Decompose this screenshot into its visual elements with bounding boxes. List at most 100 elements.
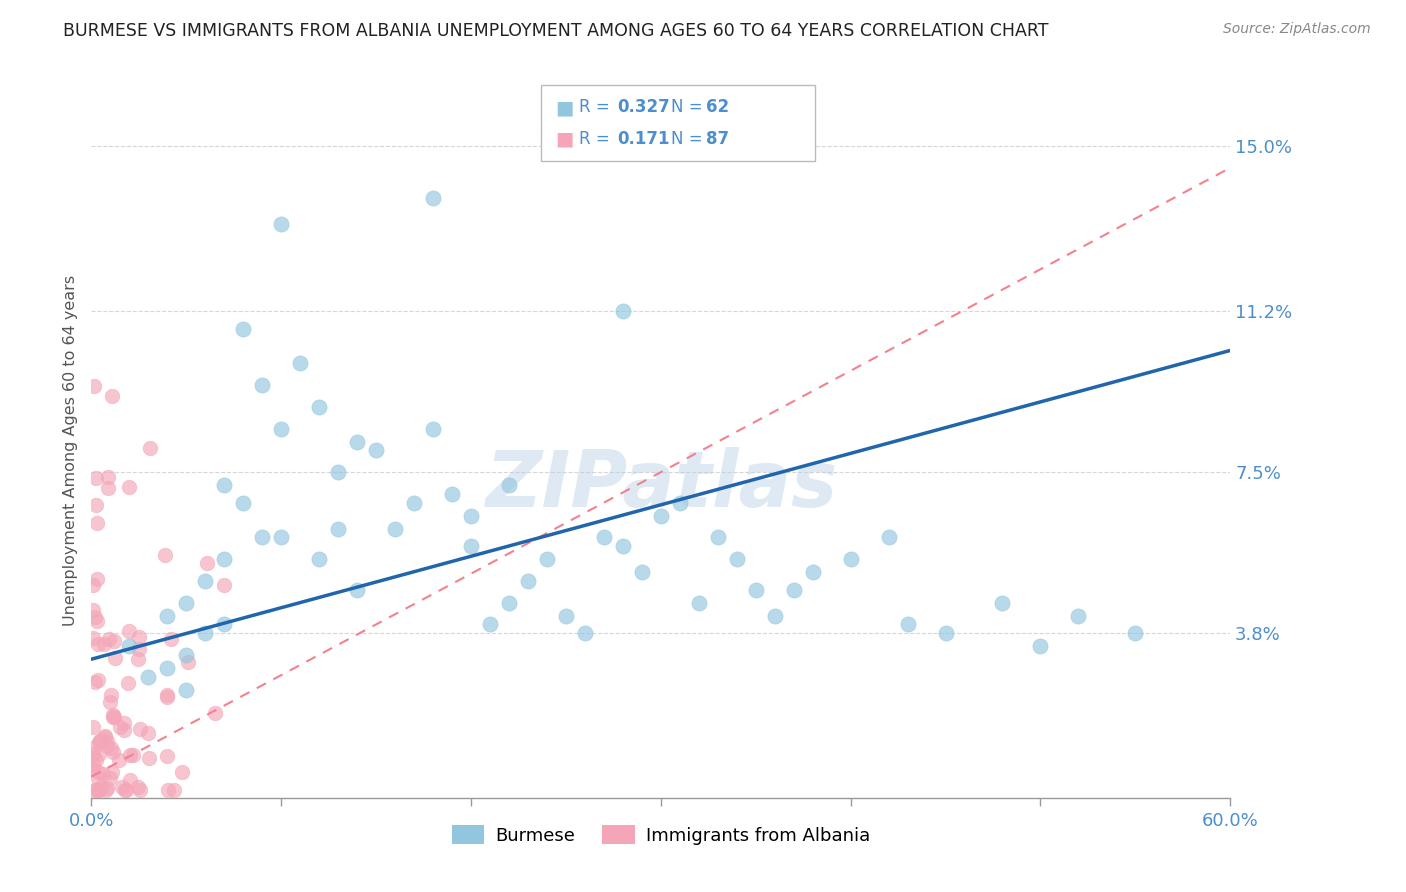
Point [195, 556, 218, 570]
Point [100, 771, 122, 785]
Point [153, 548, 176, 562]
Point [96, 734, 118, 748]
Point [138, 750, 160, 764]
Point [98, 696, 121, 710]
Point [346, 582, 368, 597]
Point [763, 608, 786, 623]
Point [554, 608, 576, 623]
Point [104, 650, 127, 665]
Point [155, 690, 177, 705]
Point [118, 624, 141, 639]
Point [108, 720, 131, 734]
Point [82, 603, 104, 617]
Point [84, 782, 107, 797]
Point [346, 434, 368, 449]
Point [174, 648, 197, 662]
Point [174, 682, 197, 697]
Point [82, 720, 104, 734]
Point [101, 389, 124, 403]
Point [308, 400, 330, 414]
Point [84, 470, 107, 484]
Point [384, 522, 406, 536]
Point [82, 631, 104, 645]
Point [127, 652, 149, 666]
Text: ZIPatlas: ZIPatlas [485, 447, 837, 524]
Point [270, 422, 292, 436]
Point [138, 725, 160, 739]
Point [897, 617, 920, 632]
Point [94, 782, 117, 797]
Point [128, 642, 150, 657]
Point [877, 530, 900, 544]
Point [90, 732, 112, 747]
Point [87, 771, 110, 785]
Point [97, 481, 120, 495]
Point [441, 487, 464, 501]
Point [84, 753, 107, 767]
Text: ■: ■ [555, 98, 574, 117]
Point [156, 748, 179, 763]
Point [194, 626, 217, 640]
Point [934, 626, 956, 640]
Point [214, 578, 236, 592]
Point [163, 782, 186, 797]
Point [517, 574, 540, 588]
Point [118, 773, 141, 788]
Text: R =: R = [579, 130, 620, 148]
Point [86, 614, 108, 628]
Point [128, 782, 150, 797]
Point [650, 508, 672, 523]
Point [101, 745, 124, 759]
Text: N =: N = [671, 130, 702, 148]
Point [87, 637, 110, 651]
Point [156, 608, 179, 623]
Point [97, 470, 120, 484]
Point [111, 780, 134, 794]
Point [364, 443, 387, 458]
Text: 62: 62 [706, 98, 728, 117]
Point [100, 740, 122, 755]
Point [118, 748, 141, 763]
Point [498, 596, 520, 610]
Point [83, 379, 105, 393]
Point [118, 639, 141, 653]
Y-axis label: Unemployment Among Ages 60 to 64 years: Unemployment Among Ages 60 to 64 years [62, 275, 77, 626]
Point [117, 675, 139, 690]
Point [89, 733, 111, 747]
Point [174, 596, 197, 610]
Point [745, 582, 768, 597]
Point [290, 356, 312, 371]
Point [574, 626, 596, 640]
Point [101, 710, 124, 724]
Point [127, 780, 149, 794]
Point [114, 782, 136, 797]
Point [250, 378, 273, 392]
Point [725, 552, 748, 566]
Point [86, 516, 108, 531]
Point [194, 574, 217, 588]
Point [114, 782, 136, 797]
Text: Source: ZipAtlas.com: Source: ZipAtlas.com [1223, 22, 1371, 37]
Point [82, 741, 104, 756]
Point [839, 552, 862, 566]
Legend: Burmese, Immigrants from Albania: Burmese, Immigrants from Albania [444, 818, 877, 852]
Point [87, 735, 110, 749]
Point [128, 722, 150, 736]
Point [156, 688, 179, 702]
Point [214, 617, 236, 632]
Point [91, 767, 114, 781]
Point [250, 530, 273, 544]
Point [82, 577, 104, 591]
Text: 0.327: 0.327 [617, 98, 671, 117]
Point [84, 675, 107, 690]
Point [270, 530, 292, 544]
Point [593, 530, 616, 544]
Point [612, 539, 634, 553]
Point [478, 617, 501, 632]
Point [118, 480, 141, 494]
Point [128, 630, 150, 644]
Point [308, 552, 330, 566]
Text: N =: N = [671, 98, 702, 117]
Point [83, 782, 105, 797]
Point [96, 781, 118, 796]
